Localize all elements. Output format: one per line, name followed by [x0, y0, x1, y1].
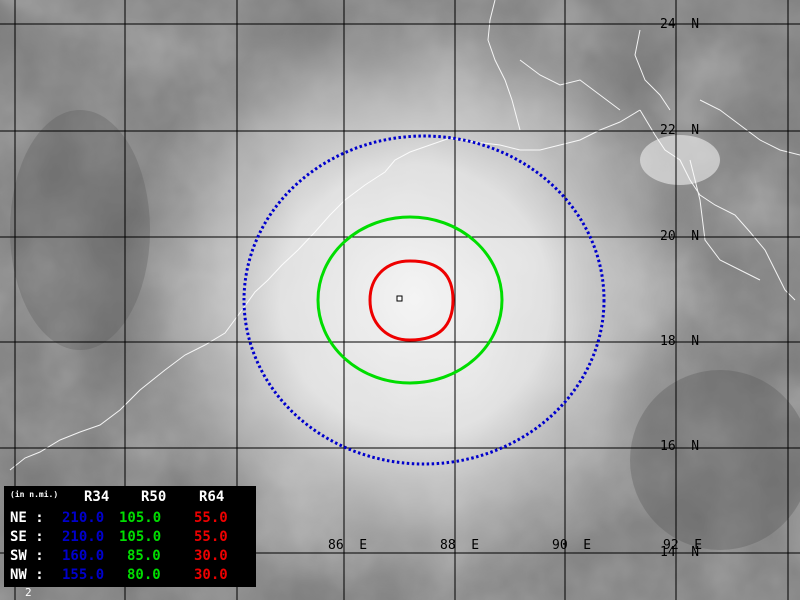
r50-value-sw: 85.0 [127, 548, 161, 564]
column-header-r34: R34 [84, 489, 110, 505]
river-border [699, 99, 800, 156]
river-border [519, 59, 621, 111]
r34-value-sw: 160.0 [62, 548, 105, 564]
r34-value-nw: 155.0 [62, 567, 105, 583]
latitude-label-22n: 22 N [660, 123, 700, 138]
river-border [689, 159, 761, 281]
frame-id: 2 [25, 586, 32, 599]
latitude-label-20n: 20 N [660, 229, 700, 244]
coastline [9, 0, 800, 471]
units-label: (in n.mi.) [10, 490, 59, 499]
quadrant-label-ne: NE : [10, 510, 44, 526]
latitude-label-14n: 14 N [660, 545, 700, 560]
longitude-label-92e: 92 E [663, 538, 703, 553]
dark-clear-patch [10, 110, 150, 350]
r64-value-ne: 55.0 [194, 510, 228, 526]
column-header-r64: R64 [199, 489, 225, 505]
coastline-bangladesh-myanmar [639, 109, 796, 301]
r34-wind-radius [242, 134, 606, 466]
latitude-label-16n: 16 N [660, 439, 700, 454]
dark-clear-patch [630, 370, 800, 550]
storm-center-marker [396, 295, 403, 302]
river-border [487, 0, 521, 131]
r50-value-se: 105.0 [119, 529, 162, 545]
coastline-india-east [9, 137, 476, 471]
longitude-label-86e: 86 E [328, 538, 368, 553]
r64-value-nw: 30.0 [194, 567, 228, 583]
wind-radii-table: (in n.mi.) R34 R50 R64 NE : 210.0 105.0 … [4, 486, 256, 587]
quadrant-label-sw: SW : [10, 548, 44, 564]
r34-value-ne: 210.0 [62, 510, 105, 526]
quadrant-label-se: SE : [10, 529, 44, 545]
r50-wind-radius [316, 215, 504, 385]
river-border [634, 29, 671, 111]
r34-value-se: 210.0 [62, 529, 105, 545]
r64-wind-radius [368, 259, 455, 342]
column-header-r50: R50 [141, 489, 167, 505]
quadrant-label-nw: NW : [10, 567, 44, 583]
longitude-label-90e: 90 E [552, 538, 592, 553]
r64-value-sw: 30.0 [194, 548, 228, 564]
r50-value-nw: 80.0 [127, 567, 161, 583]
longitude-label-88e: 88 E [440, 538, 480, 553]
r50-value-ne: 105.0 [119, 510, 162, 526]
latitude-label-24n: 24 N [660, 17, 700, 32]
latitude-label-18n: 18 N [660, 334, 700, 349]
coastline-bengal-delta [474, 109, 641, 151]
r64-value-se: 55.0 [194, 529, 228, 545]
